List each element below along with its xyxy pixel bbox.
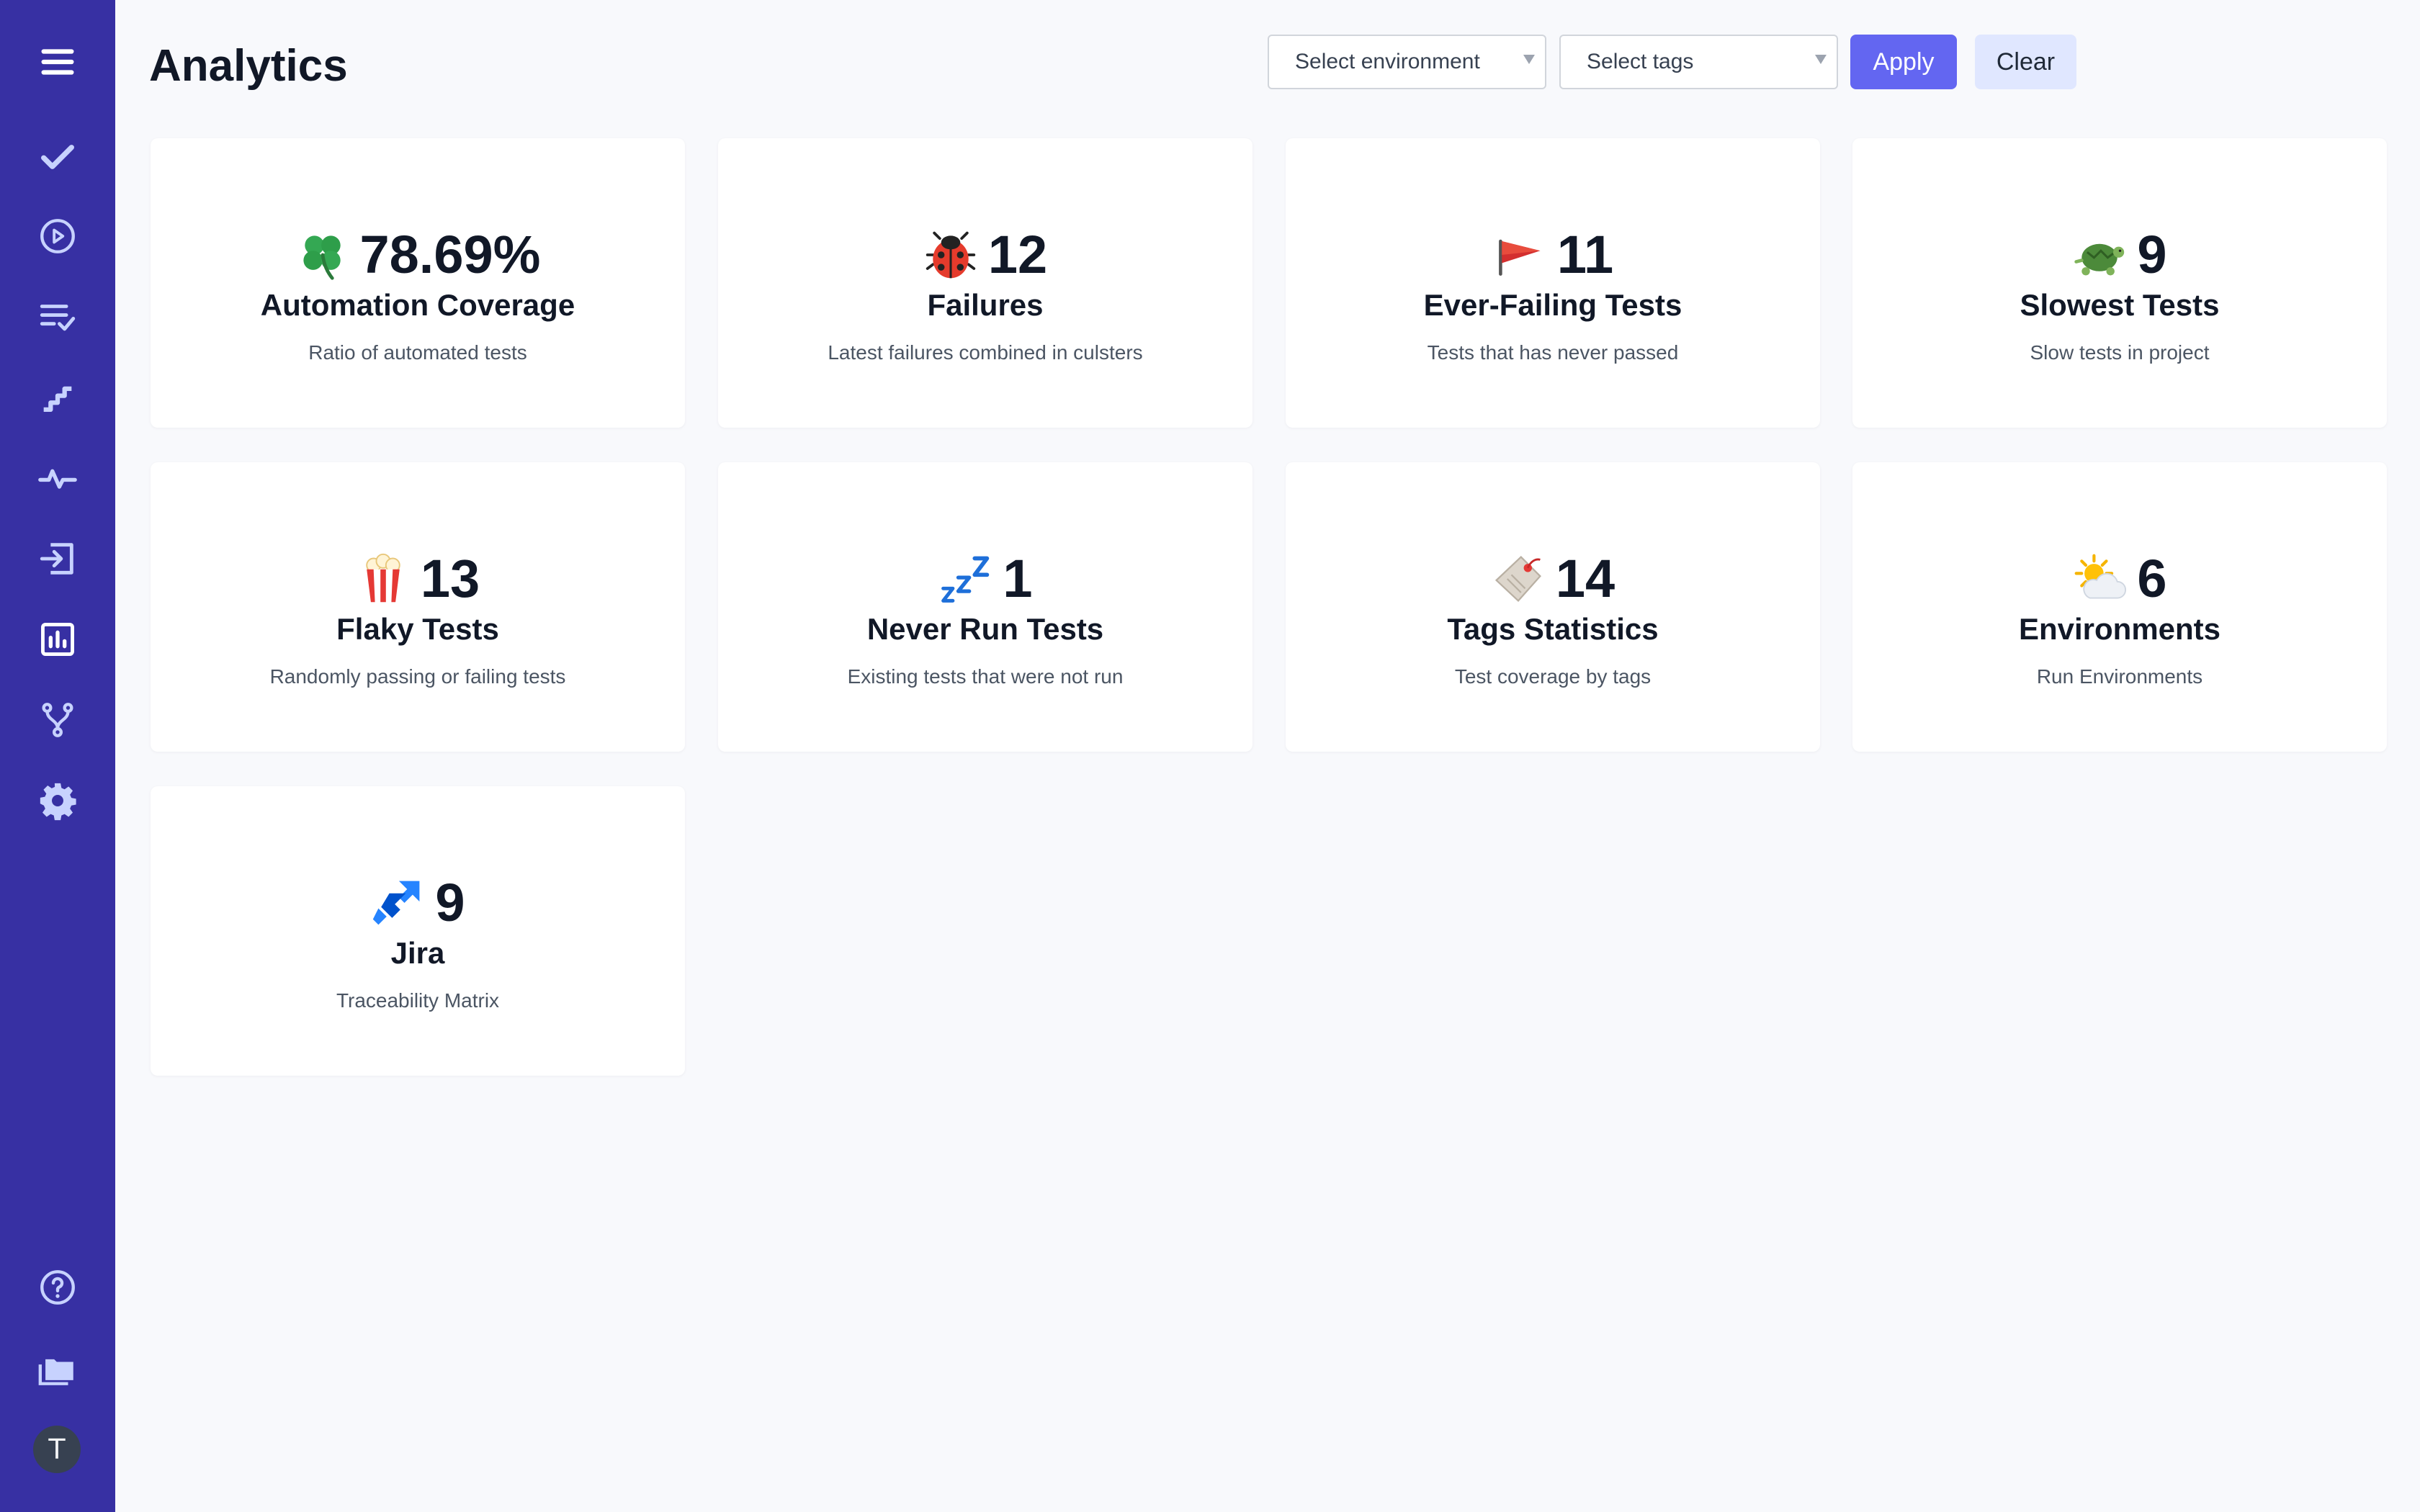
card-title: Flaky Tests [336,612,499,646]
card-title: Never Run Tests [866,612,1104,646]
card-title: Jira [390,936,445,970]
avatar[interactable]: T [33,1426,81,1473]
clover-icon [295,228,350,282]
page-title: Analytics [149,41,348,91]
card-title: Failures [927,288,1044,322]
card-environments[interactable]: 6 Environments Run Environments [1852,462,2387,752]
card-slowest-tests[interactable]: 9 Slowest Tests Slow tests in project [1852,138,2387,428]
sidebar-item-help[interactable] [27,1257,88,1318]
card-subtitle: Slow tests in project [2030,341,2210,364]
card-title: Tags Statistics [1447,612,1659,646]
card-subtitle: Traceability Matrix [336,989,500,1012]
help-circle-icon [40,1270,75,1305]
stairs-icon [43,386,72,413]
folders-icon [38,1359,73,1385]
card-title: Environments [2018,612,2221,646]
jira-icon [370,876,425,930]
turtle-icon [2072,228,2127,282]
sun-cloud-icon [2072,552,2127,606]
popcorn-icon [356,552,411,606]
tags-select-placeholder: Select tags [1587,50,1694,73]
card-jira[interactable]: 9 Jira Traceability Matrix [151,786,685,1076]
card-value: 1 [1003,549,1033,608]
import-icon [40,543,73,575]
card-subtitle: Run Environments [2036,665,2203,688]
card-value: 6 [2137,549,2167,608]
sidebar-item-tests[interactable] [27,127,88,187]
apply-button[interactable]: Apply [1850,35,1957,89]
card-value: 11 [1556,225,1614,284]
gear-icon [40,783,76,821]
sidebar-item-steps[interactable] [27,367,88,428]
card-value: 14 [1555,549,1615,608]
sidebar-item-branches[interactable] [27,690,88,750]
card-value: 13 [420,549,480,608]
card-subtitle: Ratio of automated tests [308,341,527,364]
ladybug-icon [923,228,978,282]
card-title: Ever-Failing Tests [1423,288,1682,322]
checklist-icon [40,305,76,331]
card-value: 78.69% [359,225,541,284]
sidebar-item-projects[interactable] [27,1338,88,1398]
checkmark-icon [41,145,74,169]
chevron-down-icon [1523,55,1535,64]
sidebar-item-imports[interactable] [27,528,88,589]
card-ever-failing-tests[interactable]: 11 Ever-Failing Tests Tests that has nev… [1286,138,1820,428]
card-automation-coverage[interactable]: 78.69% Automation Coverage Ratio of auto… [151,138,685,428]
hamburger-menu-icon [41,49,74,75]
branch-icon [42,703,73,737]
sidebar: T [0,0,115,1512]
card-never-run-tests[interactable]: 1 Never Run Tests Existing tests that we… [718,462,1252,752]
environment-select[interactable]: Select environment [1268,35,1546,89]
bar-chart-icon [41,623,74,656]
sidebar-item-plans[interactable] [27,287,88,347]
card-subtitle: Latest failures combined in culsters [828,341,1143,364]
card-tags-statistics[interactable]: 14 Tags Statistics Test coverage by tags [1286,462,1820,752]
tag-label-icon [1491,552,1546,606]
card-title: Automation Coverage [260,288,575,322]
card-failures[interactable]: 12 Failures Latest failures combined in … [718,138,1252,428]
chevron-down-icon [1815,55,1827,64]
pulse-icon [38,469,77,489]
card-subtitle: Randomly passing or failing tests [269,665,566,688]
zzz-icon [938,552,992,606]
environment-select-placeholder: Select environment [1295,50,1480,73]
tags-select[interactable]: Select tags [1559,35,1838,89]
play-circle-icon [40,219,75,253]
sidebar-item-runs[interactable] [27,206,88,266]
card-subtitle: Existing tests that were not run [847,665,1124,688]
card-flaky-tests[interactable]: 13 Flaky Tests Randomly passing or faili… [151,462,685,752]
clear-button[interactable]: Clear [1975,35,2076,89]
card-value: 9 [2137,225,2167,284]
card-title: Slowest Tests [2020,288,2220,322]
card-subtitle: Tests that has never passed [1427,341,1679,364]
sidebar-item-menu[interactable] [27,32,88,92]
sidebar-item-settings[interactable] [27,770,88,831]
sidebar-item-analytics[interactable] [27,609,88,670]
red-flag-icon [1492,228,1547,282]
sidebar-item-pulse[interactable] [27,448,88,508]
card-value: 9 [435,873,465,932]
card-value: 12 [987,225,1048,284]
card-subtitle: Test coverage by tags [1454,665,1652,688]
